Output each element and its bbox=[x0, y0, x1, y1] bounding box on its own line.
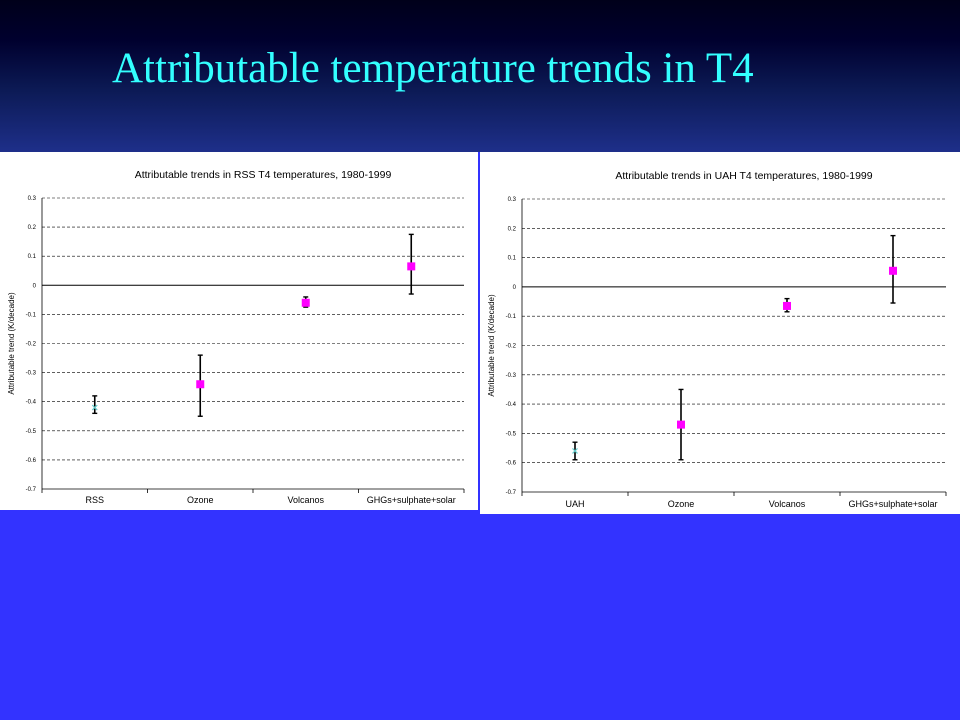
chart-rss-data-point bbox=[196, 380, 205, 389]
chart-rss-ytick-label: -0.7 bbox=[26, 487, 37, 493]
chart-uah-category-label: Volcanos bbox=[769, 499, 806, 509]
chart-rss-category-label: Volcanos bbox=[287, 495, 324, 505]
chart-rss-panel: Attributable trends in RSS T4 temperatur… bbox=[0, 152, 478, 510]
chart-uah-ytick-label: -0.2 bbox=[506, 344, 517, 350]
slide-title: Attributable temperature trends in T4 bbox=[112, 45, 754, 92]
chart-rss-ylabel: Attributable trend (K/decade) bbox=[7, 292, 16, 395]
chart-uah-category-label: GHGs+sulphate+solar bbox=[848, 499, 937, 509]
chart-uah: Attributable trends in UAH T4 temperatur… bbox=[487, 170, 947, 509]
chart-uah-data-point bbox=[889, 266, 897, 275]
chart-uah-ytick-label: 0 bbox=[513, 285, 517, 291]
chart-rss-ytick-label: 0.2 bbox=[28, 225, 37, 231]
chart-uah-ylabel: Attributable trend (K/decade) bbox=[487, 294, 496, 397]
chart-rss-ytick-label: 0.1 bbox=[28, 254, 37, 260]
chart-uah-ytick-label: 0.3 bbox=[508, 197, 517, 203]
title-band bbox=[0, 0, 960, 152]
chart-rss-ytick-label: -0.2 bbox=[26, 342, 37, 348]
chart-uah-ytick-label: -0.3 bbox=[506, 373, 517, 379]
chart-rss-ytick-label: -0.6 bbox=[26, 458, 37, 464]
chart-uah-ytick-label: -0.7 bbox=[506, 490, 517, 496]
chart-rss-category-label: GHGs+sulphate+solar bbox=[367, 495, 456, 505]
chart-rss-ytick-label: -0.3 bbox=[26, 371, 37, 377]
chart-rss-ytick-label: 0.3 bbox=[28, 196, 37, 202]
chart-rss-ytick-label: 0 bbox=[33, 283, 37, 289]
chart-rss: Attributable trends in RSS T4 temperatur… bbox=[7, 169, 465, 505]
chart-uah-title: Attributable trends in UAH T4 temperatur… bbox=[615, 170, 872, 182]
chart-uah-data-point bbox=[677, 420, 685, 429]
chart-uah-category-label: Ozone bbox=[668, 499, 695, 509]
chart-uah-ytick-label: 0.1 bbox=[508, 256, 517, 262]
chart-rss-title: Attributable trends in RSS T4 temperatur… bbox=[135, 169, 392, 181]
chart-uah-data-point bbox=[572, 448, 578, 454]
chart-rss-ytick-label: -0.5 bbox=[26, 429, 37, 435]
chart-uah-ytick-label: -0.4 bbox=[506, 402, 517, 408]
chart-rss-category-label: RSS bbox=[85, 495, 104, 505]
chart-rss-ytick-label: -0.4 bbox=[26, 400, 37, 406]
chart-rss-data-point bbox=[91, 404, 98, 411]
chart-rss-data-point bbox=[407, 262, 416, 271]
chart-uah-ytick-label: 0.2 bbox=[508, 226, 517, 232]
chart-uah-ytick-label: -0.6 bbox=[506, 461, 517, 467]
chart-rss-ytick-label: -0.1 bbox=[26, 312, 37, 318]
chart-rss-category-label: Ozone bbox=[187, 495, 214, 505]
chart-uah-category-label: UAH bbox=[565, 499, 584, 509]
chart-uah-panel: Attributable trends in UAH T4 temperatur… bbox=[480, 152, 960, 514]
chart-uah-ytick-label: -0.1 bbox=[506, 314, 517, 320]
chart-rss-data-point bbox=[301, 298, 310, 307]
chart-uah-ytick-label: -0.5 bbox=[506, 431, 517, 437]
chart-uah-data-point bbox=[783, 301, 791, 310]
